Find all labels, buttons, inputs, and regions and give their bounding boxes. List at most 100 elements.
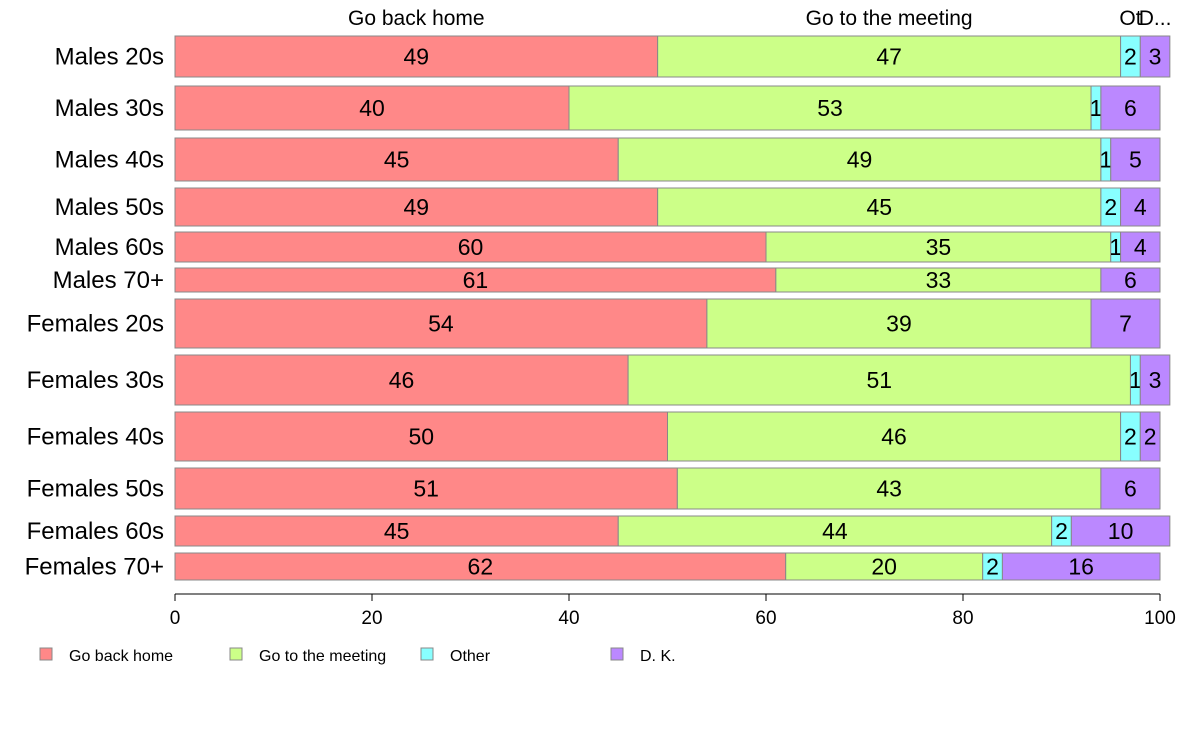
bar-segment — [174, 411, 668, 462]
x-tick-label: 60 — [755, 608, 776, 629]
category-label: Males 20s — [55, 44, 164, 71]
data-label: 45 — [384, 518, 410, 544]
data-label: 46 — [881, 424, 907, 450]
column-header: Go back home — [348, 7, 485, 30]
bar-segment — [617, 515, 1053, 547]
bar-segment — [657, 187, 1102, 227]
category-label: Females 70+ — [25, 554, 164, 581]
x-tick-label: 80 — [952, 608, 973, 629]
data-label: 5 — [1129, 147, 1142, 173]
bar-segment — [1100, 267, 1161, 293]
bar-segment — [174, 552, 787, 581]
data-label: 6 — [1124, 267, 1137, 293]
bar-segment — [568, 85, 1092, 131]
bar-segment — [1100, 85, 1161, 131]
legend-swatch — [420, 647, 434, 661]
data-label: 51 — [413, 476, 439, 502]
bar-segment — [667, 411, 1122, 462]
legend: Go back home Go to the meeting Other D. K. — [39, 647, 676, 665]
bar-segment — [676, 467, 1102, 510]
bar-segment — [785, 552, 984, 581]
data-label: 53 — [817, 95, 843, 121]
data-label: 16 — [1068, 554, 1094, 580]
data-label: 2 — [1124, 424, 1137, 450]
data-label: 44 — [822, 518, 848, 544]
data-label: 20 — [871, 554, 897, 580]
data-label: 2 — [1104, 194, 1117, 220]
x-tick-label: 100 — [1144, 608, 1176, 629]
bar-segment — [174, 85, 570, 131]
column-headers: Go back home Go to the meeting OtD... — [348, 7, 1171, 30]
bar-segment — [1110, 137, 1161, 182]
data-label: 1 — [1090, 95, 1103, 121]
bar-segment — [1090, 298, 1161, 349]
column-header: Ot — [1119, 7, 1141, 30]
data-label: 2 — [1124, 44, 1137, 70]
column-header: D... — [1139, 7, 1172, 30]
data-label: 2 — [1144, 424, 1157, 450]
data-label: 61 — [463, 267, 489, 293]
bar-segment — [1120, 187, 1161, 227]
data-label: 45 — [866, 194, 892, 220]
bar-segment — [617, 137, 1102, 182]
data-label: 2 — [1055, 518, 1068, 544]
data-label: 3 — [1149, 367, 1162, 393]
bar-segment — [174, 187, 659, 227]
category-labels: Males 20s Males 30s Males 40s Males 50s Male… — [25, 44, 164, 581]
data-label: 40 — [359, 95, 385, 121]
category-label: Females 20s — [27, 311, 164, 338]
bar-segment — [765, 231, 1112, 263]
bar-segment — [775, 267, 1102, 293]
legend-label: Go to the meeting — [259, 648, 386, 665]
legend-swatch — [610, 647, 624, 661]
data-label: 6 — [1124, 476, 1137, 502]
data-label: 33 — [926, 267, 952, 293]
bar-segment — [706, 298, 1092, 349]
x-tick-label: 40 — [558, 608, 579, 629]
bar-segment — [174, 515, 619, 547]
category-label: Males 50s — [55, 194, 164, 221]
legend-label: Go back home — [69, 648, 173, 665]
bars: 49 47 2 340 53 1 645 49 1 549 45 2 460 35 1 461 33 654 39 7… — [174, 35, 1171, 581]
x-tick-label: 0 — [170, 608, 181, 629]
bar-segment — [1139, 354, 1171, 406]
category-label: Males 70+ — [53, 267, 164, 294]
data-label: 10 — [1108, 518, 1134, 544]
category-label: Females 60s — [27, 518, 164, 545]
data-label: 51 — [866, 367, 892, 393]
data-label: 43 — [876, 476, 902, 502]
data-label: 39 — [886, 311, 912, 337]
data-label: 49 — [404, 194, 430, 220]
data-label: 60 — [458, 234, 484, 260]
bar-segment — [1139, 35, 1171, 78]
data-label: 46 — [389, 367, 415, 393]
bar-segment — [1001, 552, 1161, 581]
bar-segment — [174, 298, 708, 349]
legend-swatch — [39, 647, 53, 661]
category-label: Males 40s — [55, 147, 164, 174]
bar-segment — [174, 267, 777, 293]
category-label: Females 50s — [27, 476, 164, 503]
data-label: 54 — [428, 311, 454, 337]
data-label: 49 — [404, 44, 430, 70]
data-label: 50 — [408, 424, 434, 450]
bar-segment — [1100, 467, 1161, 510]
category-label: Females 40s — [27, 424, 164, 451]
data-label: 1 — [1099, 147, 1112, 173]
legend-label: D. K. — [640, 648, 676, 665]
bar-segment — [1070, 515, 1171, 547]
category-label: Females 30s — [27, 367, 164, 394]
data-label: 7 — [1119, 311, 1132, 337]
data-label: 49 — [847, 147, 873, 173]
x-axis: 0 20 40 60 80 100 — [170, 593, 1176, 629]
x-tick-label: 20 — [361, 608, 382, 629]
data-label: 47 — [876, 44, 902, 70]
bar-segment — [174, 231, 767, 263]
data-label: 3 — [1149, 44, 1162, 70]
data-label: 4 — [1134, 194, 1147, 220]
data-label: 6 — [1124, 95, 1137, 121]
legend-label: Other — [450, 648, 491, 665]
data-label: 2 — [986, 554, 999, 580]
data-label: 1 — [1109, 234, 1122, 260]
